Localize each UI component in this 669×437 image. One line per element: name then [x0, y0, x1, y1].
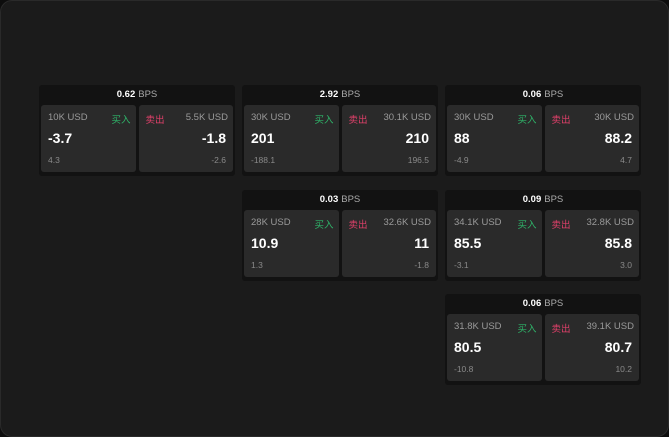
spread-value: 0.06 [522, 298, 542, 309]
buy-label: 买入 [111, 115, 131, 126]
bid-price: 88 [454, 130, 470, 146]
bid-price: 85.5 [454, 235, 482, 251]
buy-label: 买入 [517, 115, 537, 126]
ask-change: 4.7 [620, 155, 632, 165]
buy-panel[interactable]: 30K USD 买入 88 -4.9 [447, 105, 542, 172]
quote-card: 0.06 BPS 31.8K USD 买入 80.5 -10.8 卖出 39.1K U… [445, 294, 641, 385]
bid-change: -188.1 [251, 155, 276, 165]
sell-label: 卖出 [348, 115, 368, 126]
ask-price: -1.8 [201, 130, 226, 146]
spread-unit: BPS [544, 89, 564, 100]
bid-size: 28K USD [251, 217, 291, 228]
buy-label: 买入 [314, 220, 334, 231]
ask-price: 80.7 [604, 339, 632, 355]
spread-header: 0.09 BPS [445, 190, 641, 210]
sell-label: 卖出 [551, 115, 571, 126]
sell-panel[interactable]: 卖出 32.8K USD 85.8 3.0 [544, 210, 639, 277]
bid-size: 34.1K USD [454, 217, 502, 228]
sell-label: 卖出 [551, 220, 571, 231]
ask-change: 3.0 [620, 260, 632, 270]
bid-size: 30K USD [454, 112, 494, 123]
quote-card: 0.03 BPS 28K USD 买入 10.9 1.3 卖出 32.6K USD 1… [242, 190, 438, 281]
sell-panel[interactable]: 卖出 39.1K USD 80.7 10.2 [544, 314, 639, 381]
spread-value: 0.62 [116, 89, 136, 100]
bid-change: -10.8 [454, 364, 474, 374]
sell-panel[interactable]: 卖出 5.5K USD -1.8 -2.6 [138, 105, 233, 172]
buy-label: 买入 [517, 220, 537, 231]
ask-price: 85.8 [604, 235, 632, 251]
bid-price: 10.9 [251, 235, 279, 251]
bid-size: 10K USD [48, 112, 88, 123]
sell-label: 卖出 [145, 115, 165, 126]
sell-panel[interactable]: 卖出 30K USD 88.2 4.7 [544, 105, 639, 172]
bid-change: 4.3 [48, 155, 60, 165]
ask-size: 30.1K USD [383, 112, 431, 123]
sell-panel[interactable]: 卖出 32.6K USD 11 -1.8 [341, 210, 436, 277]
ask-change: -2.6 [211, 155, 226, 165]
quote-card: 0.09 BPS 34.1K USD 买入 85.5 -3.1 卖出 32.8K US… [445, 190, 641, 281]
spread-header: 0.06 BPS [445, 85, 641, 105]
ask-size: 39.1K USD [586, 321, 634, 332]
bid-change: -3.1 [454, 260, 469, 270]
spread-header: 2.92 BPS [242, 85, 438, 105]
ask-size: 32.6K USD [383, 217, 431, 228]
ask-size: 5.5K USD [185, 112, 228, 123]
spread-value: 0.06 [522, 89, 542, 100]
spread-value: 0.03 [319, 194, 339, 205]
bid-price: 80.5 [454, 339, 482, 355]
buy-panel[interactable]: 28K USD 买入 10.9 1.3 [244, 210, 339, 277]
quote-card: 2.92 BPS 30K USD 买入 201 -188.1 卖出 30.1K USD… [242, 85, 438, 176]
spread-unit: BPS [544, 194, 564, 205]
buy-panel[interactable]: 10K USD 买入 -3.7 4.3 [41, 105, 136, 172]
ask-size: 32.8K USD [586, 217, 634, 228]
ask-size: 30K USD [594, 112, 634, 123]
ask-change: 10.2 [615, 364, 632, 374]
spread-value: 2.92 [319, 89, 339, 100]
bid-size: 30K USD [251, 112, 291, 123]
buy-panel[interactable]: 30K USD 买入 201 -188.1 [244, 105, 339, 172]
buy-label: 买入 [314, 115, 334, 126]
spread-header: 0.03 BPS [242, 190, 438, 210]
spread-value: 0.09 [522, 194, 542, 205]
buy-label: 买入 [517, 324, 537, 335]
quote-card: 0.06 BPS 30K USD 买入 88 -4.9 卖出 30K USD 88.2… [445, 85, 641, 176]
ask-change: -1.8 [414, 260, 429, 270]
bid-price: 201 [251, 130, 275, 146]
bid-size: 31.8K USD [454, 321, 502, 332]
spread-unit: BPS [544, 298, 564, 309]
spread-header: 0.06 BPS [445, 294, 641, 314]
bid-change: -4.9 [454, 155, 469, 165]
sell-label: 卖出 [551, 324, 571, 335]
sell-label: 卖出 [348, 220, 368, 231]
ask-change: 196.5 [407, 155, 429, 165]
quote-card: 0.62 BPS 10K USD 买入 -3.7 4.3 卖出 5.5K USD -1… [39, 85, 235, 176]
spread-unit: BPS [341, 194, 361, 205]
buy-panel[interactable]: 34.1K USD 买入 85.5 -3.1 [447, 210, 542, 277]
sell-panel[interactable]: 卖出 30.1K USD 210 196.5 [341, 105, 436, 172]
bid-change: 1.3 [251, 260, 263, 270]
spread-unit: BPS [138, 89, 158, 100]
spread-unit: BPS [341, 89, 361, 100]
ask-price: 11 [414, 235, 429, 251]
ask-price: 210 [405, 130, 429, 146]
buy-panel[interactable]: 31.8K USD 买入 80.5 -10.8 [447, 314, 542, 381]
ask-price: 88.2 [604, 130, 632, 146]
spread-header: 0.62 BPS [39, 85, 235, 105]
bid-price: -3.7 [48, 130, 73, 146]
